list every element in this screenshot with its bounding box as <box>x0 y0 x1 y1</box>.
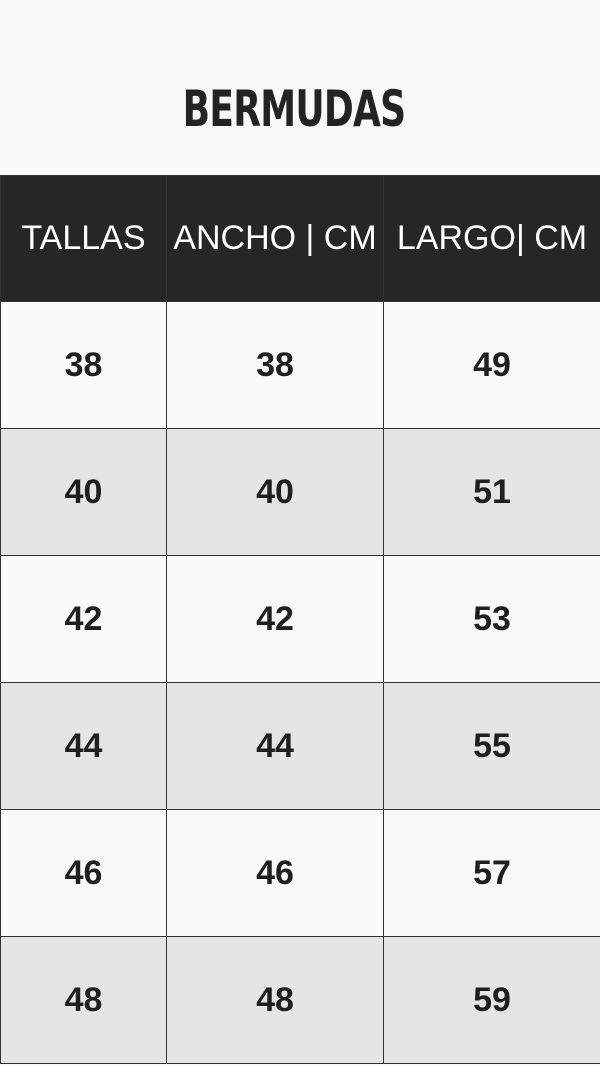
table-row: 40 40 51 <box>0 428 600 556</box>
table-row: 46 46 57 <box>0 809 600 937</box>
header-row: TALLAS ANCHO | CM LARGO| CM <box>0 175 600 302</box>
cell-ancho: 46 <box>166 809 384 937</box>
cell-ancho: 48 <box>166 936 384 1064</box>
cell-talla: 44 <box>0 682 167 810</box>
table-row: 42 42 53 <box>0 555 600 683</box>
cell-largo: 49 <box>383 301 600 429</box>
table-row: 38 38 49 <box>0 301 600 429</box>
cell-ancho: 44 <box>166 682 384 810</box>
cell-ancho: 40 <box>166 428 384 556</box>
header-ancho: ANCHO | CM <box>166 175 384 302</box>
cell-largo: 53 <box>383 555 600 683</box>
cell-largo: 59 <box>383 936 600 1064</box>
size-table: TALLAS ANCHO | CM LARGO| CM 38 38 49 40 40 51… <box>0 175 600 1064</box>
cell-talla: 46 <box>0 809 167 937</box>
cell-talla: 38 <box>0 301 167 429</box>
table-row: 48 48 59 <box>0 936 600 1064</box>
cell-talla: 42 <box>0 555 167 683</box>
cell-talla: 48 <box>0 936 167 1064</box>
cell-largo: 55 <box>383 682 600 810</box>
cell-largo: 51 <box>383 428 600 556</box>
header-largo: LARGO| CM <box>383 175 600 302</box>
cell-largo: 57 <box>383 809 600 937</box>
cell-ancho: 38 <box>166 301 384 429</box>
header-tallas: TALLAS <box>0 175 167 302</box>
page-title: BERMUDAS <box>182 80 406 138</box>
cell-ancho: 42 <box>166 555 384 683</box>
cell-talla: 40 <box>0 428 167 556</box>
table-row: 44 44 55 <box>0 682 600 810</box>
